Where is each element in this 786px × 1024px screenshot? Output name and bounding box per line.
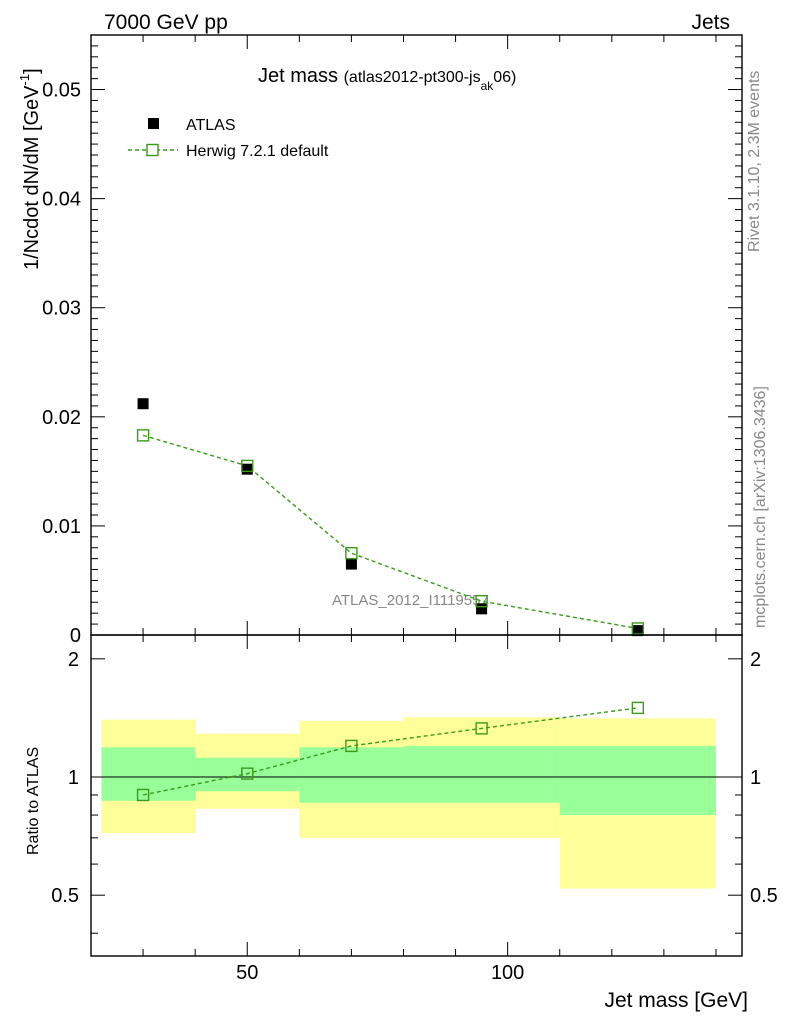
header-left: 7000 GeV pp — [104, 11, 228, 34]
legend-atlas-marker — [148, 118, 159, 129]
atlas-point — [345, 558, 357, 570]
mc-ratio-polyline — [142, 707, 638, 796]
ratio-y-tick-label-right: 1 — [750, 767, 761, 789]
mc-point — [631, 622, 645, 635]
main-y-tick-label: 0.03 — [42, 298, 81, 320]
mc-point — [475, 594, 488, 608]
inner-uncertainty-band — [195, 757, 300, 792]
atlas-series-points — [137, 398, 644, 637]
main-y-tick-label: 0.05 — [42, 80, 81, 102]
mc-ratio-point — [475, 722, 488, 735]
mc-series-line — [142, 434, 638, 630]
inner-uncertainty-band — [403, 745, 560, 803]
ratio-plot-panel: 0.5 0.5 1 1 2 2 50 100 Ratio to ATLAS Jet mass… — [25, 634, 778, 1012]
x-tick-label: 50 — [236, 962, 258, 984]
main-y-tick-label: 0.02 — [42, 407, 81, 429]
mc-point — [241, 459, 254, 473]
x-axis-label: Jet mass [GeV] — [604, 989, 748, 1012]
mc-series-points — [136, 429, 645, 635]
inner-uncertainty-band — [299, 747, 404, 803]
main-y-tick-labels: 0 0.01 0.02 0.03 0.04 0.05 — [42, 80, 81, 647]
atlas-point — [137, 398, 149, 410]
atlas-point — [241, 463, 253, 475]
mc-point — [345, 546, 358, 560]
ratio-y-tick-label-right: 0.5 — [750, 885, 778, 907]
mc-ratio-point — [631, 701, 645, 715]
atlas-point — [476, 603, 488, 615]
legend-atlas-label: ATLAS — [186, 117, 236, 134]
mc-ratio-line — [142, 707, 638, 796]
ratio-y-tick-labels: 0.5 0.5 1 1 2 2 — [51, 649, 778, 907]
x-tick-labels: 50 100 — [236, 962, 524, 984]
ratio-y-axis-label: Ratio to ATLAS — [25, 747, 42, 855]
watermark: ATLAS_2012_I1119557 — [332, 592, 489, 609]
uncertainty-bands — [101, 717, 716, 889]
mc-ratio-point — [136, 788, 150, 802]
main-y-tick-label: 0.04 — [42, 189, 81, 211]
main-title: Jet mass (atlas2012-pt300-jsak06) — [258, 65, 516, 93]
x-tick-label: 100 — [491, 962, 524, 984]
rivet-info: Rivet 3.1.10, 2.3M events — [746, 71, 763, 252]
legend-mc-label: Herwig 7.2.1 default — [186, 143, 329, 160]
atlas-point — [632, 625, 644, 637]
ratio-y-tick-label-left: 1 — [68, 767, 79, 789]
main-plot-panel: 0 0.01 0.02 0.03 0.04 0.05 Jet mass (atlas201… — [17, 34, 743, 647]
mc-series-polyline — [142, 434, 638, 630]
legend-mc-marker — [146, 143, 159, 157]
ratio-y-tick-label-left: 2 — [68, 649, 79, 671]
main-y-axis-label: 1/Ncdot dN/dM [GeV-1] — [17, 68, 43, 270]
header-right: Jets — [691, 11, 730, 34]
mcplots-info: mcplots.cern.ch [arXiv:1306.3436] — [752, 386, 769, 628]
main-y-tick-label: 0.01 — [42, 516, 81, 538]
inner-uncertainty-band — [559, 745, 716, 816]
main-y-tick-label: 0 — [70, 625, 81, 647]
ratio-y-tick-label-right: 2 — [750, 649, 761, 671]
mc-point — [136, 429, 150, 442]
mc-ratio-point — [241, 767, 254, 780]
mc-ratio-points — [136, 701, 645, 802]
ratio-y-tick-label-left: 0.5 — [51, 885, 79, 907]
legend: ATLAS Herwig 7.2.1 default — [128, 117, 329, 160]
main-ticks — [90, 34, 742, 636]
mc-ratio-point — [345, 739, 358, 753]
ratio-frame — [90, 634, 743, 957]
